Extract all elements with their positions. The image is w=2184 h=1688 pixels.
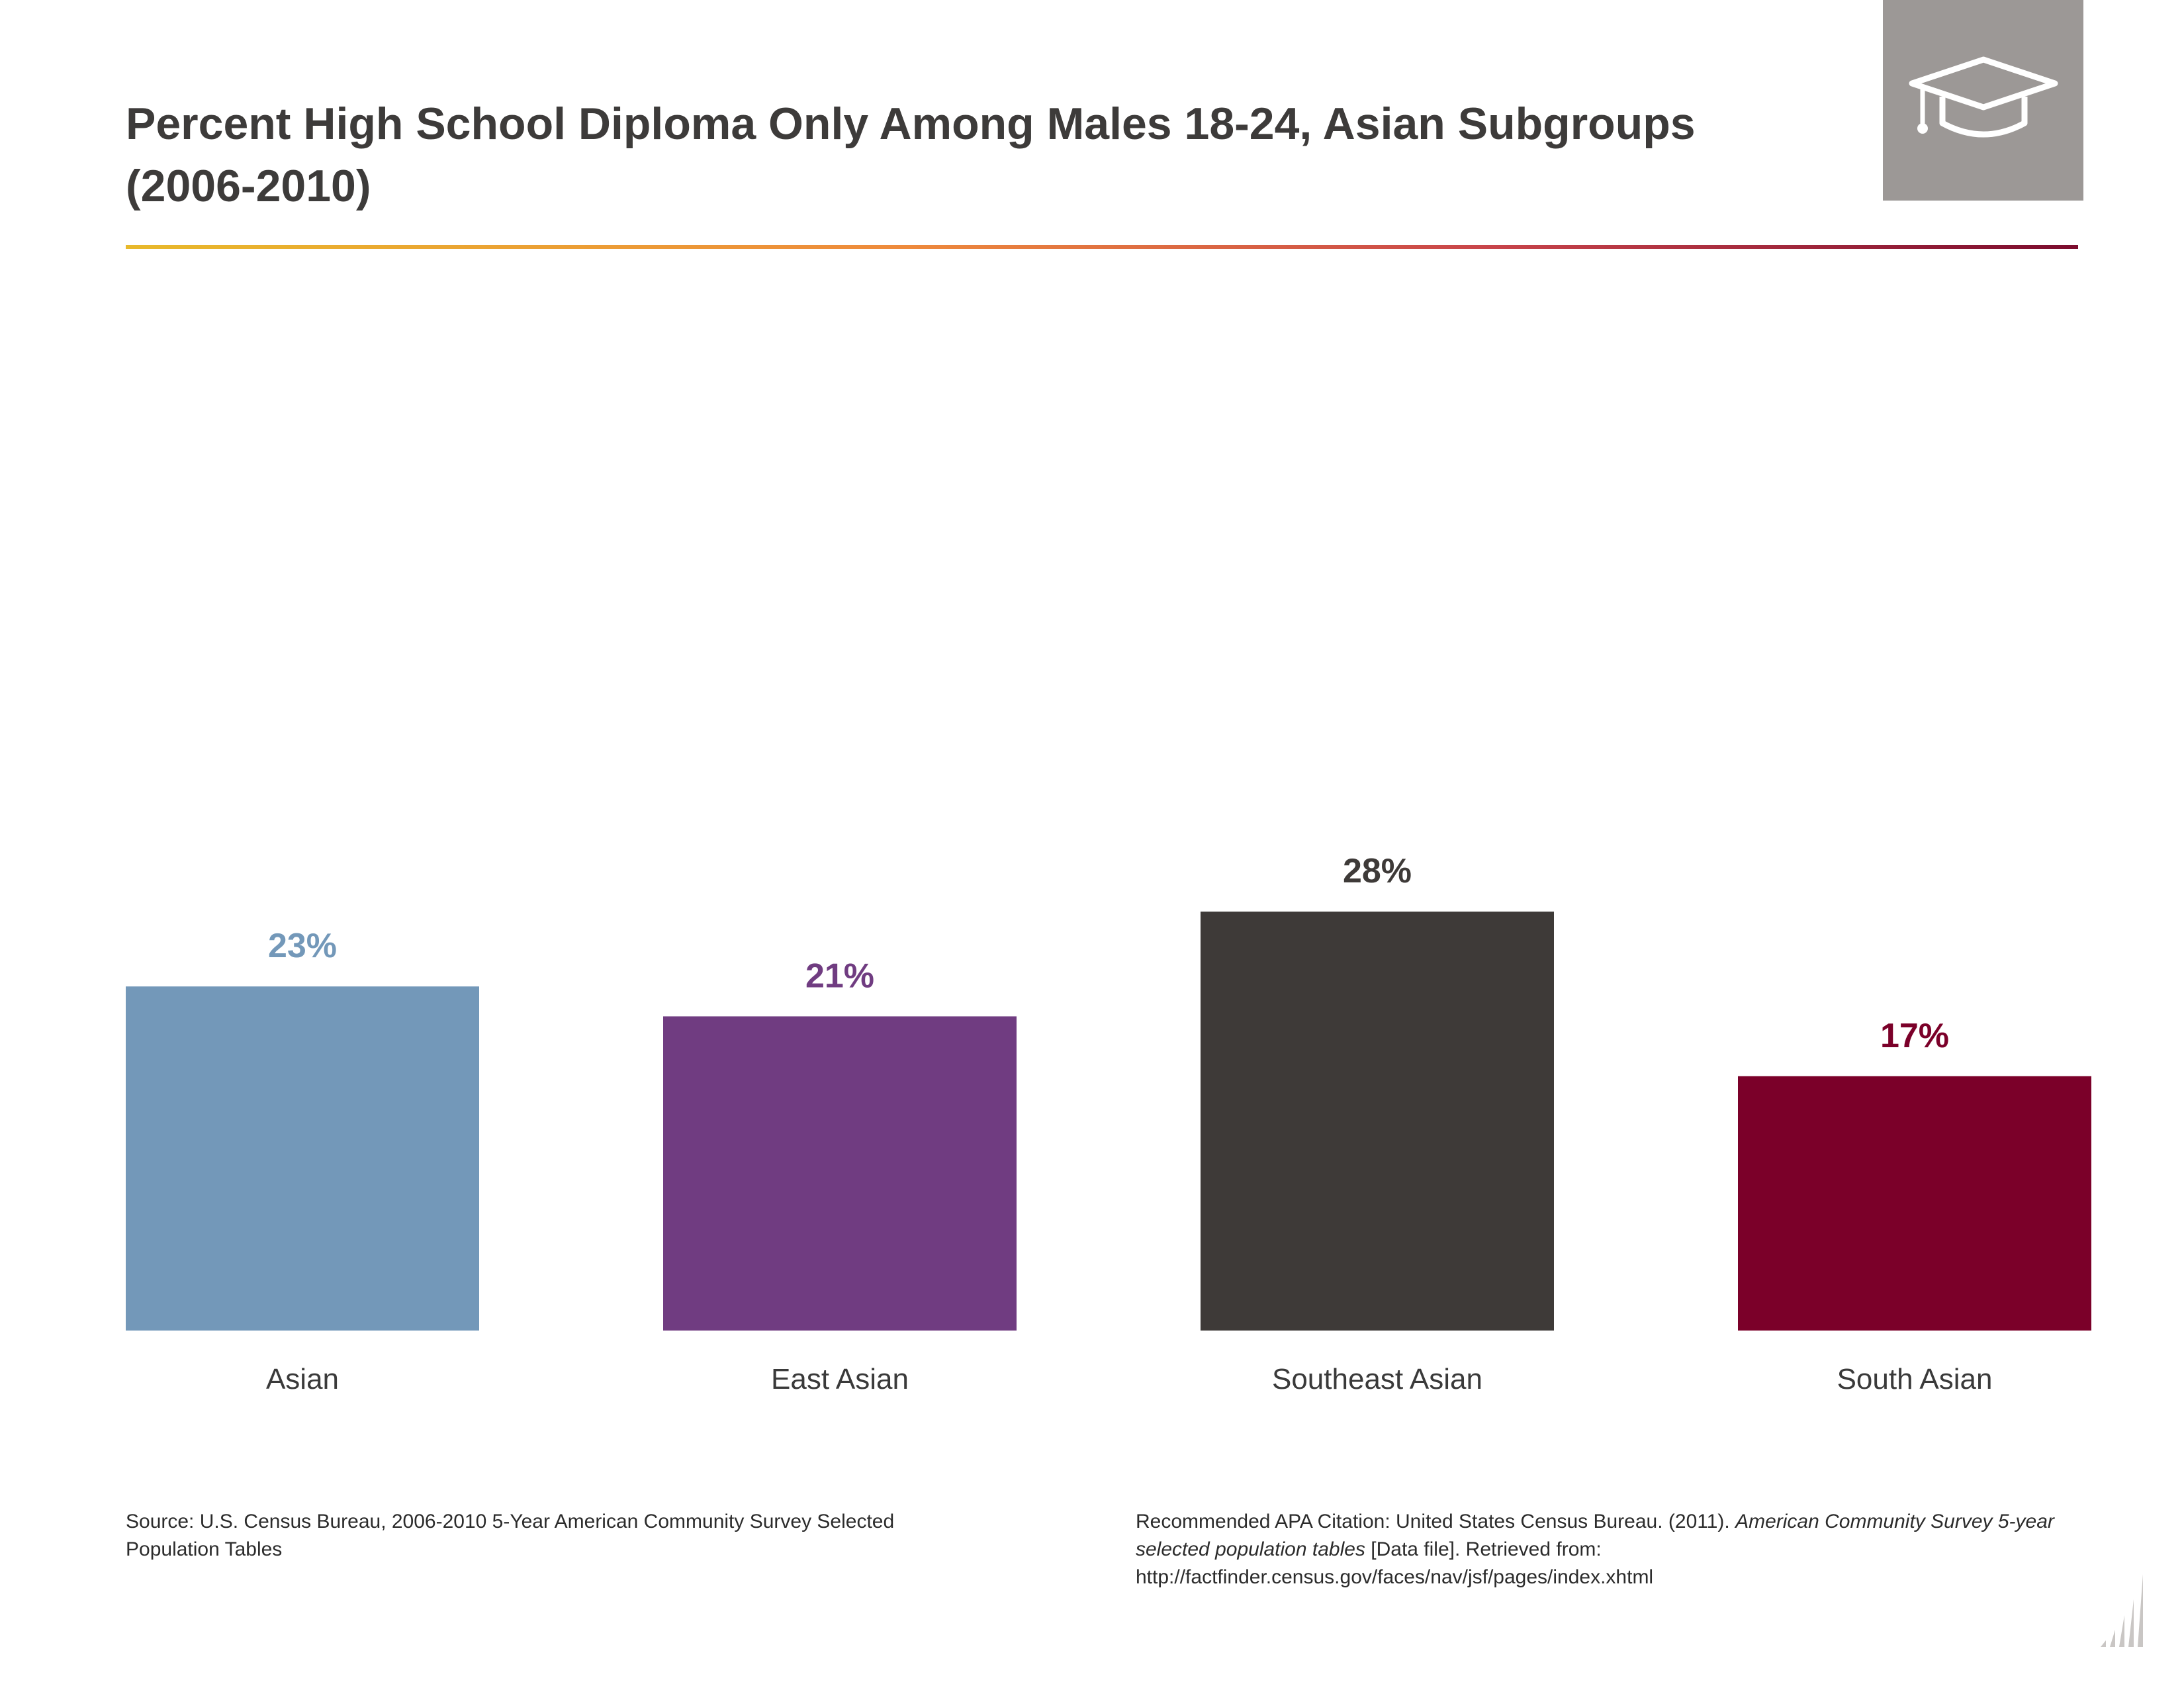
value-labels-layer: 23% 21% 28% 17% — [268, 852, 1949, 1055]
bar-growth-icon — [2101, 1574, 2143, 1647]
category-labels-layer: Asian East Asian Southeast Asian South Asia… — [266, 1363, 1992, 1395]
category-label-south-asian: South Asian — [1837, 1363, 1993, 1395]
bar-south-asian — [1738, 1076, 2091, 1331]
citation-suffix: [Data file]. Retrieved from: http://fact… — [1136, 1538, 1654, 1588]
category-label-asian: Asian — [266, 1363, 339, 1395]
bar-asian — [126, 986, 479, 1331]
bar-east-asian — [663, 1016, 1017, 1331]
value-label-southeast-asian: 28% — [1343, 852, 1412, 890]
chart-title: Percent High School Diploma Only Among M… — [126, 93, 1780, 217]
bar-chart: 23% 21% 28% 17% Asian East Asian Southeast As… — [126, 852, 2091, 1395]
graduation-cap-icon — [1909, 56, 2058, 137]
value-label-east-asian: 21% — [805, 957, 874, 995]
header-icon-box — [1883, 0, 2083, 201]
bar-southeast-asian — [1201, 912, 1554, 1331]
title-divider — [126, 245, 2078, 249]
category-label-east-asian: East Asian — [771, 1363, 909, 1395]
bars-layer — [126, 912, 2091, 1331]
citation-prefix: Recommended APA Citation: United States … — [1136, 1511, 1736, 1532]
category-label-southeast-asian: Southeast Asian — [1272, 1363, 1482, 1395]
chart-title-line-1: Percent High School Diploma Only Among M… — [126, 99, 1696, 149]
chart-title-line-2: (2006-2010) — [126, 161, 371, 211]
citation-note: Recommended APA Citation: United States … — [1136, 1508, 2075, 1591]
value-label-south-asian: 17% — [1880, 1017, 1949, 1055]
citation-italic: American Community Survey 5-year selecte… — [1136, 1511, 2054, 1560]
source-note: Source: U.S. Census Bureau, 2006-2010 5-… — [126, 1511, 895, 1560]
value-label-asian: 23% — [268, 927, 337, 965]
